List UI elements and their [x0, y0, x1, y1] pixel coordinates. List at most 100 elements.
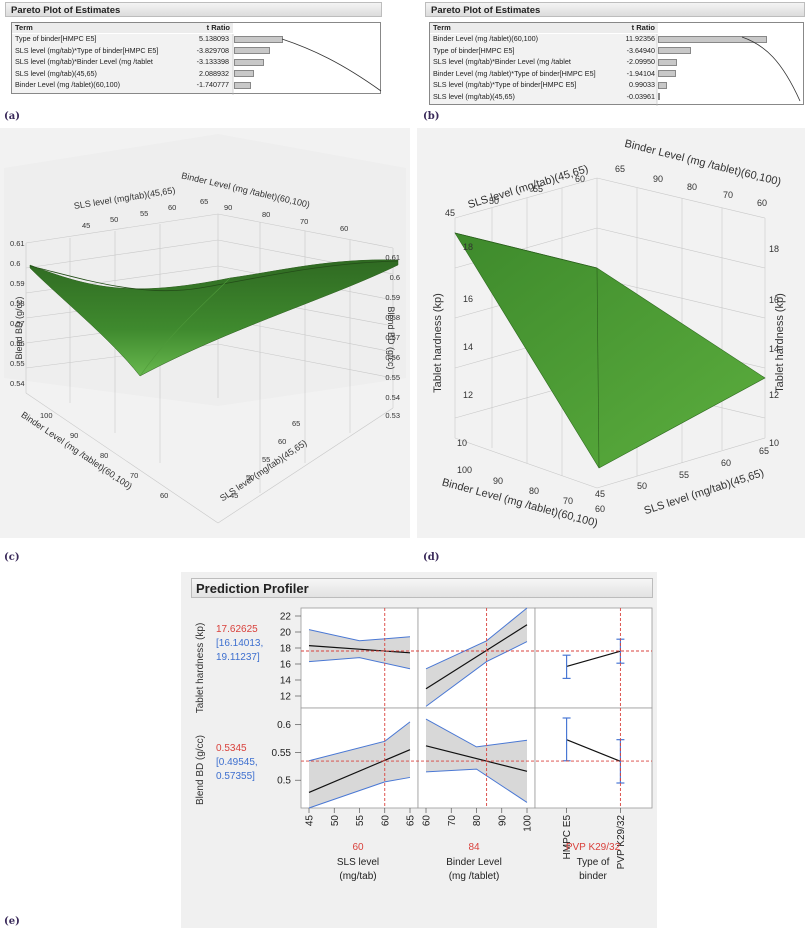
d-ztick-left-3: 12 — [463, 390, 473, 400]
c-ztick-left-0: 0.61 — [10, 239, 25, 248]
profiler-response-value-1: 0.5345 — [216, 743, 247, 754]
d-bot-sls-3: 60 — [721, 458, 731, 468]
d-top-bind-1: 80 — [687, 182, 697, 192]
profiler-response-value-0: 17.62625 — [216, 624, 258, 635]
pareto-t-a-0: 5.138093 — [199, 34, 229, 43]
caption-b: (b) — [423, 111, 440, 122]
profiler-line-0 — [308, 645, 411, 654]
d-top-bind-3: 60 — [757, 198, 767, 208]
pareto-t-b-3: -1.94104 — [626, 68, 655, 78]
c-bot-bind-2: 80 — [100, 451, 108, 460]
pareto-bar-a-2 — [234, 58, 264, 66]
d-ztick-right-0: 18 — [769, 244, 779, 254]
pareto-t-a-3: 2.088932 — [199, 68, 229, 78]
c-ztick-right-5: 0.56 — [385, 353, 400, 362]
pareto-bar-b-5 — [658, 93, 660, 100]
profiler-xtick-0-2: 55 — [355, 815, 366, 827]
profiler-line-1 — [425, 624, 528, 690]
c-ztick-left-4: 0.57 — [10, 319, 25, 328]
surface-c-mesh — [29, 259, 399, 377]
pareto-term-a-1: SLS level (mg/tab)*Type of binder[HMPC E… — [15, 45, 159, 55]
profiler-bd-tick-0: 0.6 — [277, 720, 291, 731]
c-top-sls-2: 55 — [140, 209, 148, 218]
pareto-term-a-2: SLS level (mg/tab)*Binder Level (mg /tab… — [15, 57, 153, 66]
profiler-cat-line-1 — [566, 739, 621, 762]
pareto-t-b-1: -3.64940 — [626, 45, 655, 55]
profiler-factor-name-2a: Type of — [577, 857, 610, 868]
pareto-term-b-2: SLS level (mg/tab)*Binder Level (mg /tab… — [433, 57, 571, 66]
c-zlabel-right: Blend BD (g/cc) — [386, 306, 396, 369]
d-top-bind-2: 70 — [723, 190, 733, 200]
d-top-sls-1: 50 — [489, 196, 499, 206]
pareto-curve-b — [656, 34, 801, 106]
profiler-xtick-2-0: HMPC E5 — [562, 815, 573, 860]
pareto-t-b-5: -0.03961 — [626, 91, 655, 101]
pareto-term-a-0: Type of binder[HMPC E5] — [15, 34, 97, 43]
d-bot-bind-4: 60 — [595, 504, 605, 514]
c-ztick-right-0: 0.61 — [385, 253, 400, 262]
profiler-xtick-1-4: 100 — [523, 815, 534, 832]
c-zlabel-left: Blend BD (g/cc) — [14, 296, 24, 359]
pareto-t-b-0: 11.92356 — [625, 34, 655, 43]
profiler-hardness-tick-0: 22 — [280, 612, 292, 623]
profiler-response-name-0: Tablet hardness (kp) — [195, 623, 206, 714]
c-ztick-right-7: 0.54 — [385, 393, 400, 402]
profiler-factor-current-1: 84 — [468, 842, 480, 853]
c-top-sls-0: 45 — [82, 221, 90, 230]
pareto-header-t-a: t Ratio — [185, 23, 233, 33]
c-bot-bind-4: 60 — [160, 491, 168, 500]
pareto-bar-b-1 — [658, 47, 692, 54]
d-bot-sls-1: 50 — [637, 481, 647, 491]
pareto-rows-bg-a — [12, 34, 233, 93]
d-ztick-left-2: 14 — [463, 342, 473, 352]
pareto-bar-a-3 — [234, 70, 254, 77]
caption-e: (e) — [4, 916, 20, 927]
d-bot-bind-0: 100 — [457, 465, 472, 475]
c-ztick-right-1: 0.6 — [390, 273, 400, 282]
d-bot-bind-3: 70 — [563, 496, 573, 506]
profiler-xtick-2-1: PVP K29/32 — [616, 815, 627, 870]
c-bot-bind-1: 90 — [70, 431, 78, 440]
d-ztick-right-3: 12 — [769, 390, 779, 400]
c-bot-sls-2: 55 — [262, 455, 270, 464]
pareto-header-t-b: t Ratio — [610, 23, 658, 33]
d-ztick-right-4: 10 — [769, 438, 779, 448]
c-top-bind-2: 70 — [300, 217, 308, 226]
pareto-bar-b-4 — [658, 81, 667, 89]
profiler-line-3 — [425, 745, 528, 772]
c-bot-sls-4: 65 — [292, 419, 300, 428]
profiler-xtick-0-4: 65 — [406, 815, 417, 827]
d-ztick-left-0: 18 — [463, 242, 473, 252]
c-ztick-left-5: 0.56 — [10, 339, 25, 348]
pareto-table-b: Term t Ratio Binder Level (mg /tablet)(6… — [429, 22, 804, 106]
surface-plot-c: 0.61 0.6 0.59 0.58 0.57 0.56 0.55 0.54 0… — [0, 128, 410, 538]
caption-d: (d) — [423, 552, 440, 563]
c-bot-bind-3: 70 — [130, 471, 138, 480]
profiler-response-ci-0b: 19.11237] — [216, 652, 260, 663]
pareto-t-b-2: -2.09950 — [626, 57, 655, 66]
pareto-term-b-1: Type of binder[HMPC E5] — [433, 45, 515, 55]
profiler-factor-current-0: 60 — [352, 842, 364, 853]
c-ztick-left-6: 0.55 — [10, 359, 25, 368]
c-ztick-right-4: 0.57 — [385, 333, 400, 342]
d-bot-bind-1: 90 — [493, 476, 503, 486]
d-bot-sls-4: 65 — [759, 446, 769, 456]
profiler-plot: Tablet hardness (kp) Blend BD (g/cc) 17.… — [195, 607, 653, 882]
pareto-bar-b-3 — [658, 70, 676, 77]
profiler-factor-current-2: PVP K29/32 — [566, 842, 621, 853]
d-bot-sls-0: 45 — [595, 489, 605, 499]
d-bot-sls-2: 55 — [679, 470, 689, 480]
pareto-header-term-a: Term — [12, 23, 185, 33]
c-top-sls-4: 65 — [200, 197, 208, 206]
c-ztick-right-8: 0.53 — [385, 411, 400, 420]
pareto-t-a-2: -3.133398 — [196, 57, 229, 66]
surface-plot-d: 18 16 14 12 10 18 16 14 12 10 45 50 55 6… — [417, 128, 805, 538]
c-top-bind-3: 60 — [340, 224, 348, 233]
c-ztick-right-6: 0.55 — [385, 373, 400, 382]
c-bot-sls-1: 50 — [246, 473, 254, 482]
c-ztick-left-1: 0.6 — [10, 259, 20, 268]
d-top-sls-0: 45 — [445, 208, 455, 218]
c-ztick-right-3: 0.58 — [385, 313, 400, 322]
pareto-t-a-1: -3.829708 — [196, 45, 229, 55]
profiler-factor-name-1a: Binder Level — [446, 857, 502, 868]
